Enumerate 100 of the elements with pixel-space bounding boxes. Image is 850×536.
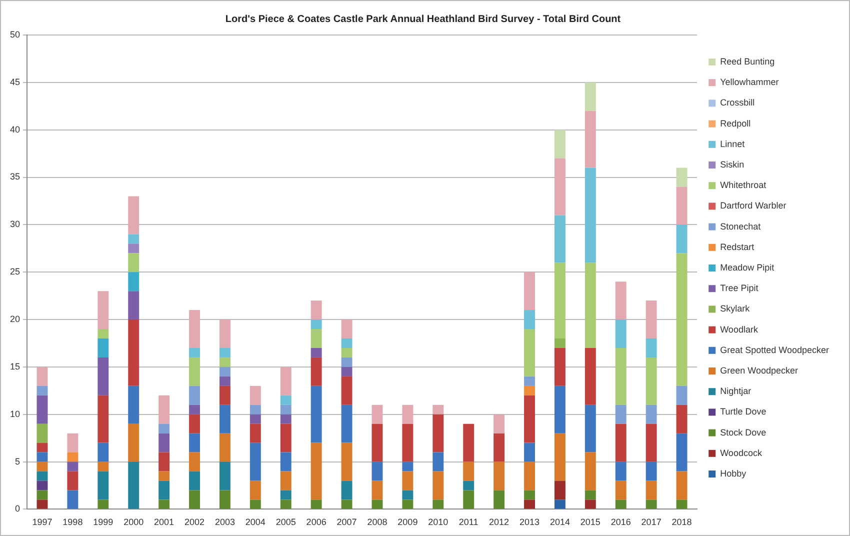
- legend-label: Stonechat: [720, 221, 762, 232]
- legend-label: Crossbill: [720, 98, 755, 108]
- bar: [402, 500, 414, 509]
- bar: [98, 395, 109, 443]
- bar: [98, 357, 109, 396]
- bar: [676, 186, 688, 225]
- bar: [646, 404, 657, 424]
- bar: [646, 462, 657, 481]
- bar: [584, 490, 596, 500]
- bar: [98, 442, 109, 462]
- y-tick-label: 30: [10, 219, 20, 230]
- bar: [128, 234, 140, 244]
- bar: [128, 320, 140, 386]
- y-tick-label: 45: [10, 76, 20, 87]
- bar: [494, 433, 505, 462]
- bar: [494, 462, 505, 490]
- y-tick-label: 50: [10, 29, 20, 40]
- bar: [341, 376, 352, 405]
- x-tick-label: 2010: [428, 517, 448, 528]
- bar: [219, 320, 230, 348]
- bar: [341, 366, 352, 376]
- bar: [36, 490, 48, 500]
- bar: [584, 500, 596, 509]
- bar: [432, 414, 444, 452]
- bar: [250, 500, 261, 509]
- y-tick-label: 15: [10, 361, 20, 372]
- y-tick-label: 5: [14, 456, 20, 466]
- x-tick-label: 2004: [245, 517, 266, 528]
- bar: [615, 282, 626, 320]
- bar: [554, 215, 566, 263]
- bar: [250, 442, 261, 481]
- bar: [341, 404, 352, 443]
- bar: [219, 376, 230, 386]
- bar: [219, 366, 230, 376]
- x-tick-label: 2000: [124, 517, 144, 528]
- legend-label: Meadow Pipit: [720, 262, 775, 272]
- bar: [310, 357, 322, 386]
- bar: [554, 158, 566, 216]
- bar: [36, 462, 48, 472]
- chart-title: Lord's Piece & Coates Castle Park Annual Heathland Bird Survey - Total Bird Count: [225, 14, 622, 25]
- y-tick-label: 40: [10, 124, 20, 134]
- bar: [432, 404, 444, 414]
- y-tick-label: 0: [14, 504, 20, 514]
- bar: [310, 500, 322, 509]
- bar: [310, 320, 322, 330]
- bar: [219, 348, 230, 358]
- bar: [280, 366, 292, 396]
- bar: [250, 404, 261, 414]
- bar: [280, 500, 292, 509]
- bar: [646, 300, 657, 338]
- bar: [128, 386, 140, 424]
- bar: [189, 386, 200, 405]
- bar: [219, 490, 230, 509]
- x-tick-label: 2006: [306, 517, 326, 528]
- bar: [158, 395, 170, 424]
- legend-label: Redpoll: [720, 118, 751, 128]
- legend-label: Turtle Dove: [720, 406, 766, 417]
- bar: [676, 386, 688, 405]
- bar: [36, 366, 48, 386]
- bar: [584, 452, 596, 490]
- x-tick-label: 2013: [519, 517, 540, 528]
- bar: [676, 471, 688, 500]
- bar: [189, 452, 200, 472]
- x-tick-label: 2003: [214, 517, 235, 528]
- legend-label: Woodcock: [720, 448, 762, 458]
- bar: [128, 291, 140, 320]
- bar: [36, 395, 48, 424]
- bar: [280, 490, 292, 500]
- bar: [67, 490, 78, 509]
- bar: [250, 480, 261, 500]
- bar: [98, 500, 109, 509]
- bar: [36, 452, 48, 462]
- bar: [158, 500, 170, 509]
- bar: [341, 348, 352, 358]
- bar: [250, 424, 261, 443]
- legend-label: Woodlark: [720, 324, 758, 334]
- bar: [524, 500, 535, 509]
- bar: [372, 462, 383, 481]
- x-tick-label: 2002: [184, 517, 205, 528]
- bar: [676, 224, 688, 254]
- bar: [36, 424, 48, 443]
- bar: [615, 404, 626, 424]
- bar: [128, 272, 140, 292]
- bar: [128, 462, 140, 509]
- x-tick-label: 2005: [276, 517, 296, 528]
- legend-label: Siskin: [720, 159, 744, 170]
- bar: [646, 424, 657, 462]
- x-tick-label: 1999: [93, 517, 114, 528]
- y-tick-label: 25: [10, 266, 20, 277]
- bar: [402, 490, 414, 500]
- bar: [524, 462, 535, 490]
- bar: [524, 386, 535, 396]
- bar: [310, 329, 322, 348]
- bar: [250, 414, 261, 424]
- bar: [554, 433, 566, 481]
- bar: [463, 424, 474, 462]
- bar: [676, 500, 688, 509]
- bar: [36, 442, 48, 452]
- bar: [310, 348, 322, 358]
- bar: [372, 424, 383, 462]
